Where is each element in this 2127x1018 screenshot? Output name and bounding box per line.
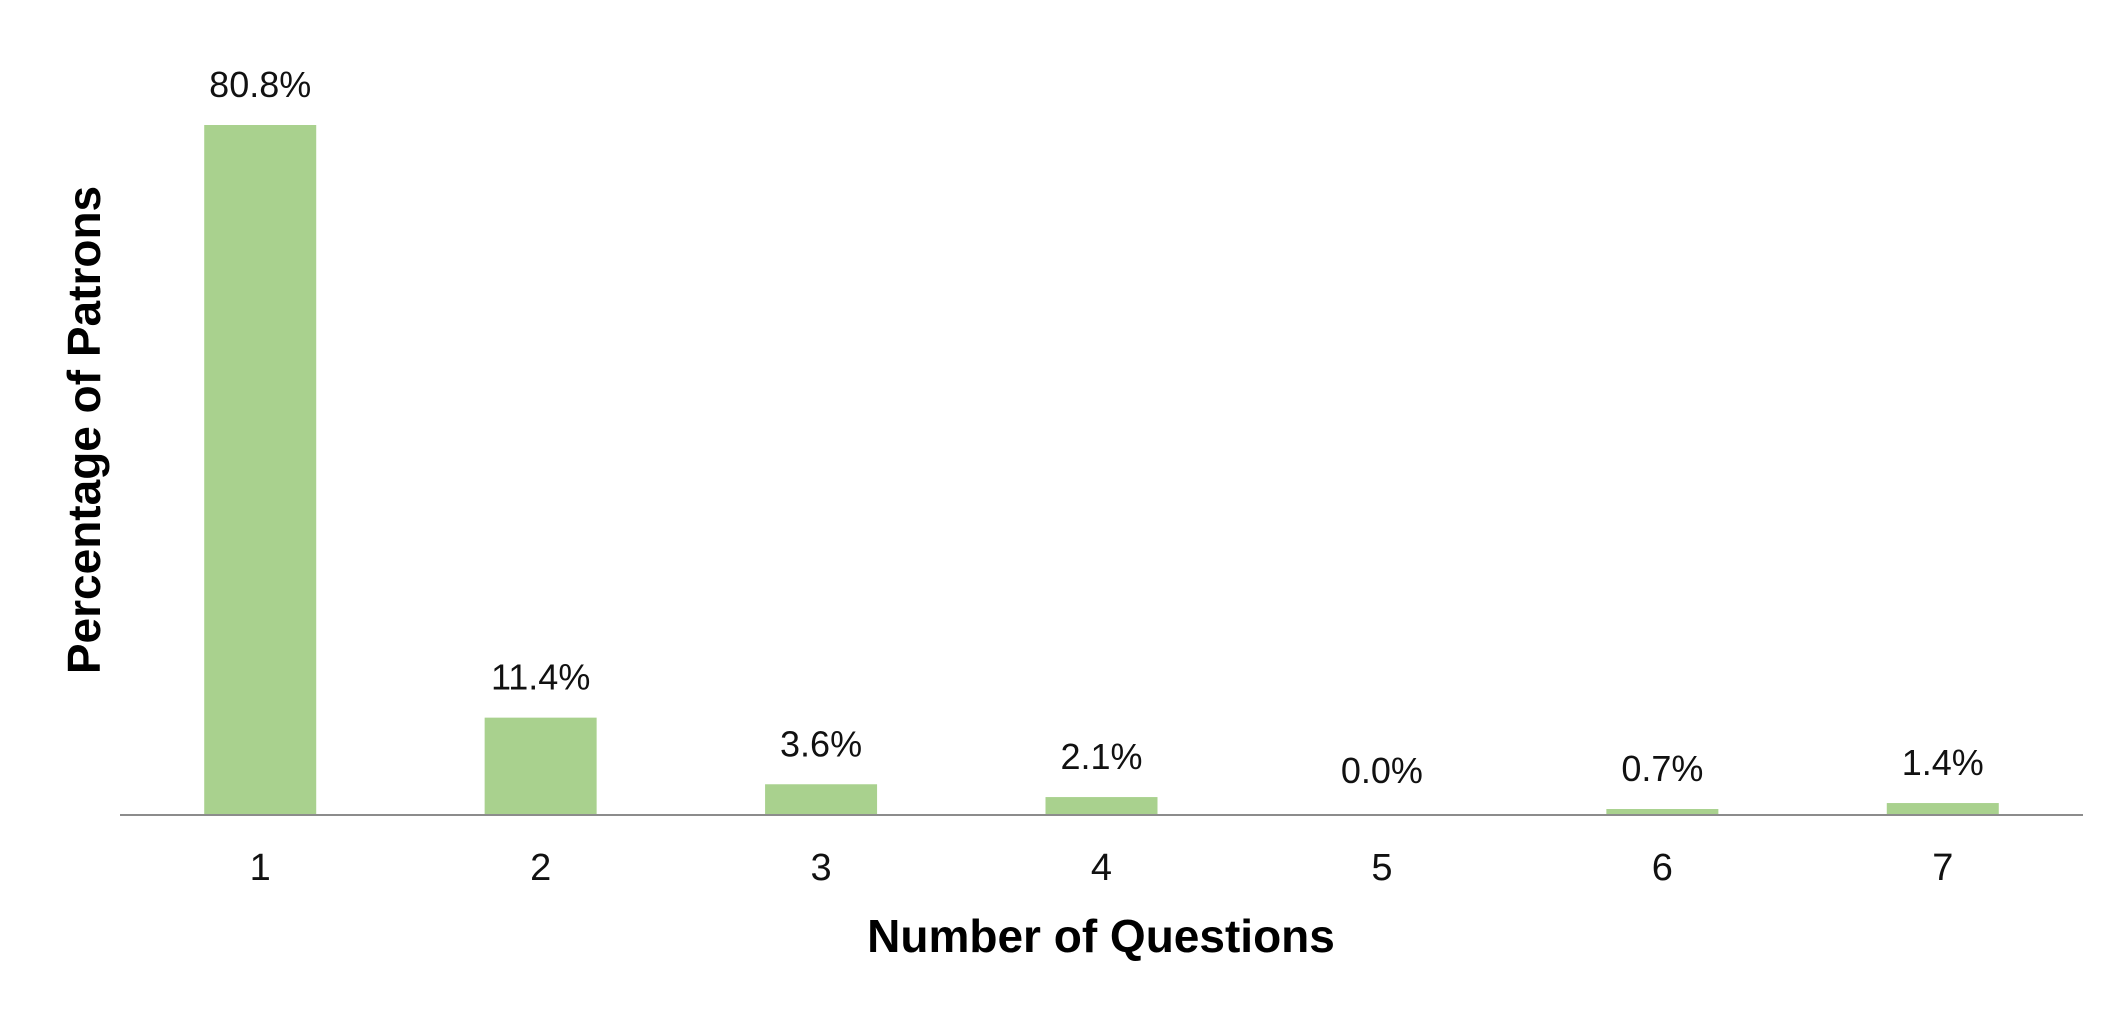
data-label-2: 11.4% [491,657,590,698]
x-tick-label-5: 5 [1371,847,1392,889]
data-labels-group: 80.8% 11.4% 3.6% 2.1% 0.0% 0.7% 1.4% [209,64,1984,791]
bar-3 [765,784,878,815]
x-tick-label-1: 1 [250,847,271,889]
bars-group [204,125,1999,815]
x-tick-label-2: 2 [530,847,551,889]
x-tick-label-6: 6 [1652,847,1673,889]
y-axis-title: Percentage of Patrons [58,186,110,674]
bar-7 [1886,803,1999,815]
data-label-3: 3.6% [780,723,862,764]
data-label-7: 1.4% [1902,742,1984,783]
data-label-5: 0.0% [1341,750,1423,791]
data-label-6: 0.7% [1621,748,1703,789]
bar-4 [1045,797,1158,815]
x-tick-label-7: 7 [1932,847,1953,889]
data-label-1: 80.8% [209,64,311,105]
bar-6 [1606,809,1719,815]
bar-1 [204,125,317,815]
x-tick-label-3: 3 [811,847,832,889]
data-label-4: 2.1% [1060,736,1142,777]
x-tick-labels-group: 1 2 3 4 5 6 7 [250,847,1954,889]
x-axis-title: Number of Questions [867,910,1335,962]
x-tick-label-4: 4 [1091,847,1112,889]
bar-2 [484,717,597,815]
